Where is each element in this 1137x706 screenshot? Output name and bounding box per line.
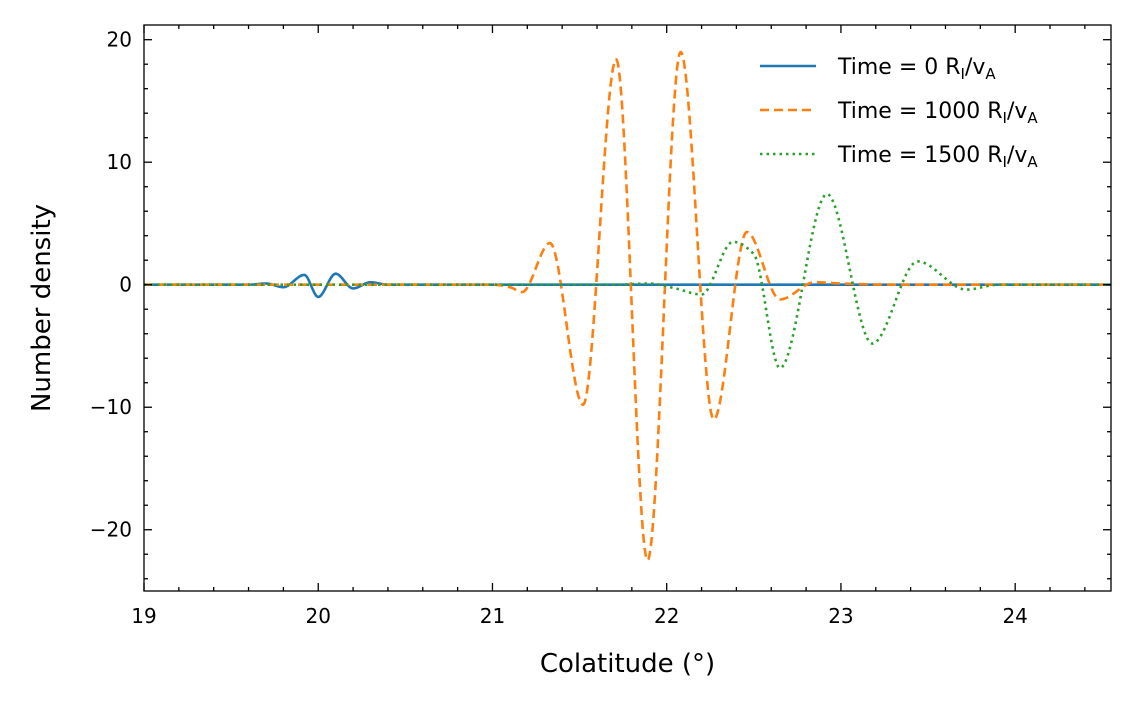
y-tick-label: −10 <box>90 395 132 419</box>
x-tick-label: 22 <box>654 604 679 628</box>
plot-frame <box>143 24 1112 592</box>
y-tick-label: 10 <box>107 150 132 174</box>
x-tick-label: 21 <box>480 604 505 628</box>
y-tick-label: −20 <box>90 518 132 542</box>
x-tick-label: 23 <box>828 604 853 628</box>
legend-label-3: Time = 1500 RI/vA <box>837 143 1038 171</box>
legend-label-1: Time = 0 RI/vA <box>837 55 996 83</box>
x-tick-label: 20 <box>306 604 331 628</box>
series-line-3 <box>143 192 1112 370</box>
axis-ticks <box>143 25 1111 591</box>
series-line-2 <box>143 50 1112 562</box>
legend: Time = 0 RI/vA Time = 1000 RI/vA Time = 15… <box>760 55 1038 171</box>
x-axis-label: Colatitude (°) <box>540 649 715 679</box>
tick-labels: 19 20 21 22 23 24 −20 −10 0 10 20 <box>90 28 1028 628</box>
x-tick-label: 24 <box>1002 604 1027 628</box>
y-axis-label: Number density <box>27 204 57 412</box>
y-tick-label: 0 <box>119 273 132 297</box>
x-tick-label: 19 <box>131 604 156 628</box>
series-lines <box>143 50 1112 562</box>
legend-label-2: Time = 1000 RI/vA <box>837 99 1038 127</box>
y-tick-label: 20 <box>107 28 132 52</box>
